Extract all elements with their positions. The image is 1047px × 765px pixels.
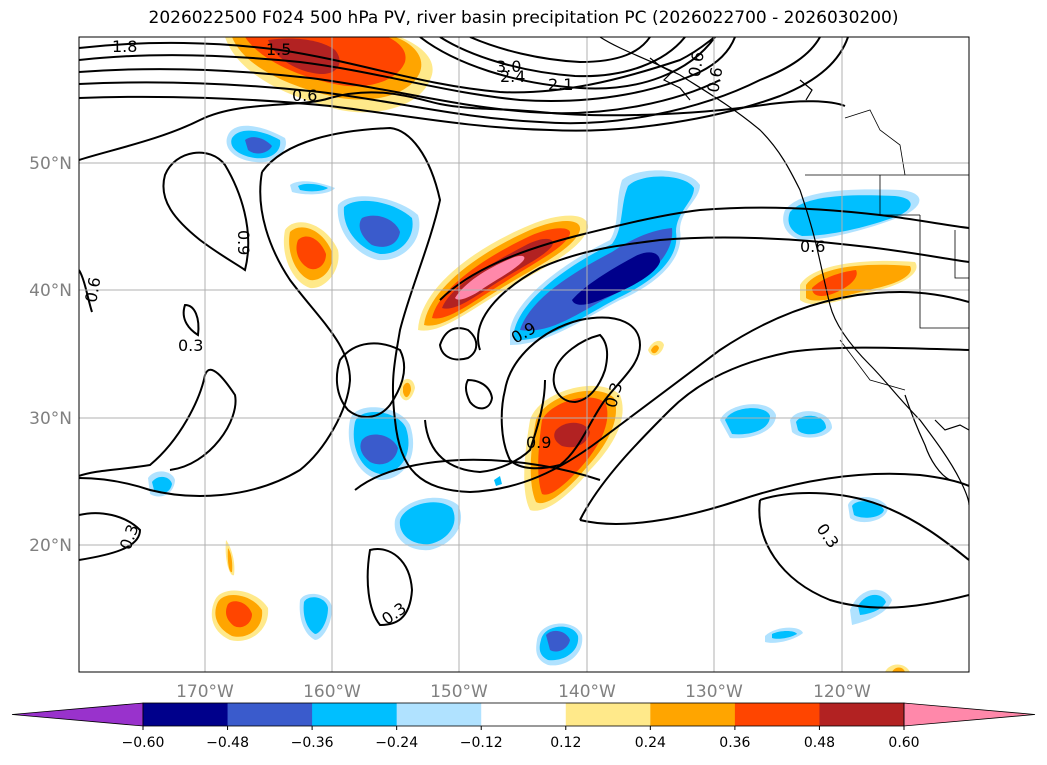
colorbar-tick-labels: −0.60 −0.48 −0.36 −0.24 −0.12 0.12 0.24 0.36 0.4…	[122, 726, 920, 751]
colorbar-extend-high	[903, 702, 1036, 727]
contour-label: 0.6	[703, 66, 726, 94]
lon-label-150w: 150°W	[430, 682, 488, 702]
contour-label: 0.6	[81, 276, 104, 304]
lon-label-160w: 160°W	[303, 682, 361, 702]
lon-label-120w: 120°W	[813, 682, 871, 702]
colorbar-tick-label: −0.60	[122, 735, 165, 751]
lat-label-20n: 20°N	[29, 536, 72, 556]
contour-label: 3.0	[496, 57, 521, 76]
precip-shading	[148, 37, 920, 672]
coastlines	[599, 37, 969, 506]
colorbar	[11, 702, 1036, 727]
gridlines	[79, 37, 969, 672]
lon-label-140w: 140°W	[558, 682, 616, 702]
colorbar-swatch	[396, 703, 482, 726]
contour-label: 0.9	[526, 433, 551, 452]
colorbar-swatch	[734, 703, 820, 726]
colorbar-extend-low	[11, 702, 144, 727]
lat-label-50n: 50°N	[29, 154, 72, 174]
longitude-labels: 170°W 160°W 150°W 140°W 130°W 120°W	[176, 682, 871, 702]
colorbar-tick-label: −0.36	[291, 735, 334, 751]
contour-label: 2.1	[548, 75, 573, 94]
colorbar-swatch	[565, 703, 651, 726]
colorbar-tick-label: −0.12	[460, 735, 503, 751]
contour-label: 1.5	[266, 40, 291, 59]
lon-label-170w: 170°W	[176, 682, 234, 702]
pv-contours	[79, 37, 969, 627]
contour-label: 0.9	[234, 230, 253, 255]
colorbar-swatch	[481, 703, 567, 726]
contour-label: 1.8	[112, 37, 137, 56]
contour-label: 2.4	[500, 67, 525, 86]
lat-label-30n: 30°N	[29, 409, 72, 429]
map-frame	[78, 36, 970, 673]
colorbar-swatch	[143, 703, 229, 726]
contour-label: 0.6	[292, 86, 317, 105]
contour-label: 0.6	[685, 50, 708, 78]
lat-label-40n: 40°N	[29, 281, 72, 301]
latitude-labels: 50°N 40°N 30°N 20°N	[29, 154, 72, 556]
political-borders	[805, 109, 969, 391]
contour-label: 0.6	[800, 237, 825, 256]
colorbar-tick-label: 0.24	[635, 735, 666, 751]
colorbar-tick-label: −0.48	[206, 735, 249, 751]
colorbar-swatch	[819, 703, 905, 726]
colorbar-tick-label: −0.24	[375, 735, 418, 751]
map-title: 2026022500 F024 500 hPa PV, river basin …	[148, 8, 899, 28]
colorbar-swatch	[650, 703, 736, 726]
map-background	[79, 37, 969, 672]
colorbar-swatch	[227, 703, 313, 726]
colorbar-swatch	[312, 703, 398, 726]
lon-label-130w: 130°W	[685, 682, 743, 702]
colorbar-tick-label: 0.48	[804, 735, 835, 751]
colorbar-frame	[142, 702, 905, 727]
colorbar-tick-label: 0.12	[550, 735, 581, 751]
colorbar-tick-label: 0.60	[888, 735, 919, 751]
contour-label: 0.3	[178, 336, 203, 355]
colorbar-tick-label: 0.36	[719, 735, 750, 751]
